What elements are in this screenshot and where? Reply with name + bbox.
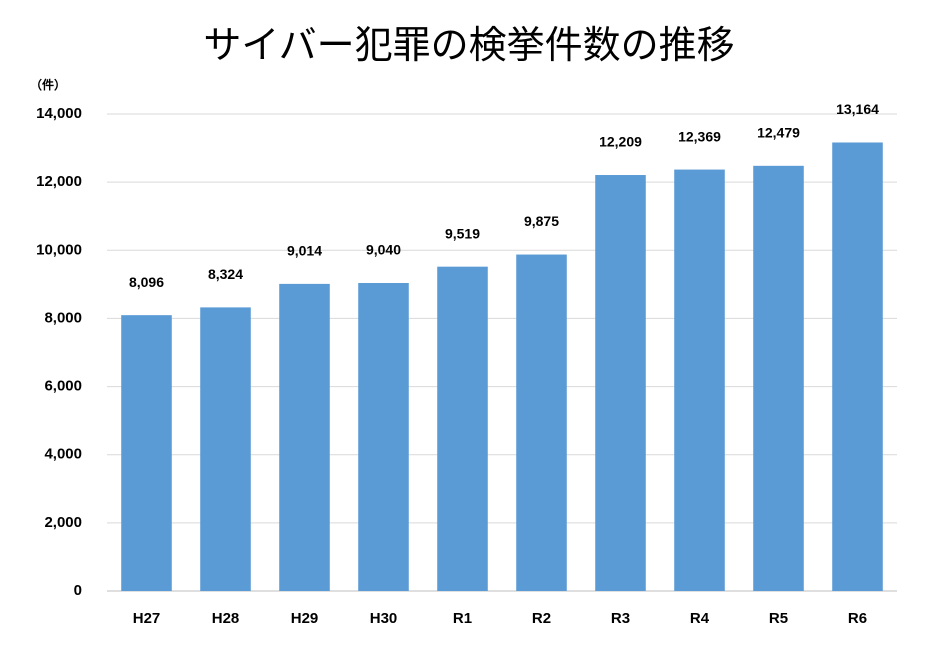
x-tick-label: R3 bbox=[611, 610, 630, 627]
y-tick-label: 4,000 bbox=[44, 446, 82, 463]
x-tick-label: R2 bbox=[532, 610, 551, 627]
value-label: 12,479 bbox=[757, 125, 800, 141]
chart-title: サイバー犯罪の検挙件数の推移 bbox=[203, 25, 734, 67]
y-tick-label: 6,000 bbox=[44, 378, 82, 395]
y-unit: （件） bbox=[30, 77, 66, 92]
bar bbox=[279, 283, 330, 591]
x-tick-label: R5 bbox=[769, 610, 788, 627]
x-tick-label: H27 bbox=[133, 610, 161, 627]
value-label: 12,209 bbox=[599, 134, 642, 150]
bar bbox=[595, 175, 646, 592]
bar bbox=[200, 307, 251, 591]
value-label: 9,040 bbox=[366, 242, 401, 258]
value-label: 8,324 bbox=[208, 266, 243, 282]
value-label: 9,014 bbox=[287, 243, 322, 259]
y-tick-label: 14,000 bbox=[36, 105, 82, 122]
y-tick-label: 8,000 bbox=[44, 309, 82, 326]
value-label: 12,369 bbox=[678, 128, 721, 144]
bar bbox=[358, 282, 409, 591]
x-tick-label: R4 bbox=[690, 610, 710, 627]
bar bbox=[832, 142, 883, 592]
x-tick-label: H28 bbox=[212, 610, 240, 627]
y-tick-label: 12,000 bbox=[36, 173, 82, 190]
value-label: 9,875 bbox=[524, 213, 559, 229]
y-tick-label: 0 bbox=[74, 582, 82, 599]
x-tick-label: H29 bbox=[291, 610, 319, 627]
value-label: 13,164 bbox=[836, 101, 879, 117]
y-tick-label: 10,000 bbox=[36, 241, 82, 258]
bar bbox=[753, 165, 804, 592]
bar bbox=[437, 266, 488, 591]
bar bbox=[674, 169, 725, 591]
x-tick-label: R6 bbox=[848, 610, 867, 627]
y-tick-label: 2,000 bbox=[44, 514, 82, 531]
x-tick-label: R1 bbox=[453, 610, 472, 627]
bar bbox=[516, 254, 567, 591]
value-label: 8,096 bbox=[129, 274, 164, 290]
bar bbox=[121, 315, 172, 591]
value-label: 9,519 bbox=[445, 225, 480, 241]
x-tick-label: H30 bbox=[370, 610, 398, 627]
